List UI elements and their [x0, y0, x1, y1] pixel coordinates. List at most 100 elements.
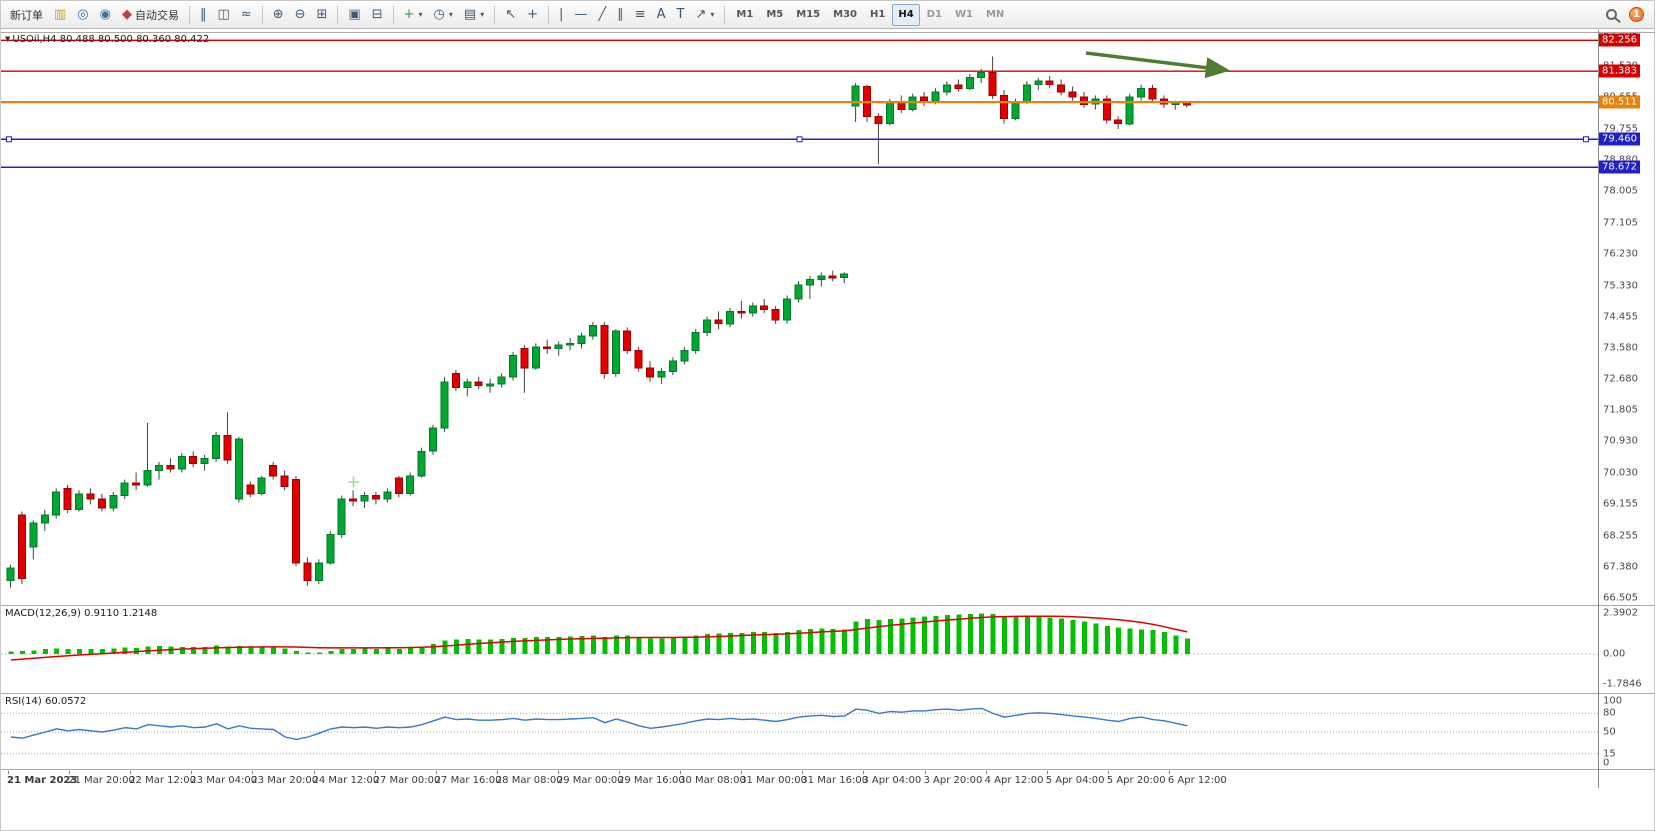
zoom-out-button[interactable]: ⊖ — [290, 4, 311, 26]
pane-divider[interactable] — [1, 769, 1655, 770]
time-tick-mark — [863, 771, 865, 774]
line-handle[interactable] — [6, 136, 12, 143]
zoom-in-button[interactable]: ⊕ — [268, 4, 289, 26]
price-line-label: 81.383 — [1599, 64, 1640, 78]
tf-d1-button[interactable]: D1 — [921, 4, 948, 26]
horizontal-line-icon: — — [574, 7, 588, 22]
macd-pane: MACD(12,26,9) 0.9110 1.2148 2.3902 0.00 -1… — [1, 607, 1655, 693]
price-pane: ▼USOil,H4 80.488 80.500 80.360 80.422 82… — [1, 32, 1655, 605]
price-chart-canvas[interactable] — [1, 33, 1598, 605]
new-order-button[interactable]: 新订单 — [5, 4, 48, 26]
pane-divider[interactable] — [1, 693, 1655, 694]
trend-arrow[interactable] — [1085, 51, 1231, 79]
line-chart-type-icon: ≈ — [240, 7, 252, 22]
period-button[interactable]: ◷ ▾ — [429, 4, 458, 26]
chart-window-icon[interactable]: ▥ — [49, 4, 71, 26]
channel-button[interactable]: ∥ — [612, 4, 629, 26]
time-label: 22 Mar 12:00 — [129, 775, 196, 786]
price-tick: 74.455 — [1603, 311, 1638, 322]
price-tick: 78.880 — [1603, 154, 1638, 165]
fibonacci-button[interactable]: ≡ — [630, 4, 651, 26]
bar-chart-type-button[interactable]: ‖ — [195, 4, 212, 26]
market-watch-icon[interactable]: ◉ — [95, 4, 116, 26]
tf-m30-button[interactable]: M30 — [827, 4, 863, 26]
label-button[interactable]: T — [672, 4, 690, 26]
chart-title: ▼ USOil,H4 80.488 80.500 80.360 80.422 — [5, 34, 209, 45]
time-tick-mark — [496, 771, 498, 774]
new-chart-button[interactable]: + ▾ — [399, 4, 428, 26]
rsi-canvas[interactable] — [1, 695, 1598, 769]
new-order-button-label: 新订单 — [10, 8, 43, 22]
tf-h4-button-label: H4 — [898, 9, 914, 20]
arrows-icon: ↗ — [695, 7, 707, 22]
dropdown-caret-icon[interactable]: ▾ — [448, 10, 453, 19]
symbol-dropdown-icon[interactable]: ▼ — [5, 35, 11, 43]
vertical-line-icon: | — [559, 7, 564, 22]
tf-m5-button[interactable]: M5 — [760, 4, 789, 26]
tf-m30-button-label: M30 — [833, 9, 858, 20]
macd-canvas[interactable] — [1, 607, 1598, 693]
pane-divider[interactable] — [1, 605, 1655, 606]
time-tick-mark — [1168, 771, 1170, 774]
notification-badge[interactable]: 1 — [1629, 7, 1644, 22]
tf-h1-button-label: H1 — [870, 9, 886, 20]
tf-w1-button-label: W1 — [954, 9, 973, 20]
time-label: 3 Apr 20:00 — [923, 775, 983, 786]
dropdown-caret-icon[interactable]: ▾ — [418, 10, 423, 19]
macd-tick: -1.7846 — [1603, 678, 1642, 690]
toolbar-separator — [494, 5, 496, 24]
macd-signal-line — [10, 615, 1188, 661]
tf-w1-button[interactable]: W1 — [949, 4, 979, 26]
candlestick-type-button[interactable]: ◫ — [212, 4, 234, 26]
time-axis[interactable]: 21 Mar 2023 21 Mar 20:00 22 Mar 12:00 23 Ma… — [1, 771, 1655, 789]
chart-workspace: ▼USOil,H4 80.488 80.500 80.360 80.422 82… — [1, 30, 1655, 830]
time-tick-mark — [130, 771, 132, 774]
rsi-tick: 15 — [1603, 748, 1616, 760]
price-tick: 75.330 — [1603, 280, 1638, 291]
tf-m15-button-label: M15 — [796, 9, 821, 20]
indicators-button[interactable]: ▤ ▾ — [459, 4, 489, 26]
line-chart-type-button[interactable]: ≈ — [236, 4, 257, 26]
toolbar-items: 新订单 ▥ ◎ ◉ ◆ 自动交易 ‖ ◫ ≈ ⊕ ⊖ ⊞ ▣ ⊟ + ▾ ◷ ▾ ▤ ▾ ↖ + | — ╱ ∥ ≡ A T ↗ ▾ M1 M5… — [5, 3, 1010, 26]
auto-trading-button[interactable]: ◆ 自动交易 — [117, 4, 184, 26]
price-tick: 66.505 — [1603, 592, 1638, 604]
price-line-label: 82.256 — [1599, 33, 1640, 47]
tf-m15-button[interactable]: M15 — [790, 4, 826, 26]
crosshair-button[interactable]: + — [522, 4, 543, 26]
time-label: 5 Apr 04:00 — [1045, 775, 1105, 786]
macd-label: MACD(12,26,9) 0.9110 1.2148 — [5, 608, 158, 619]
cursor-button[interactable]: ↖ — [500, 4, 521, 26]
text-button[interactable]: A — [652, 4, 671, 26]
arrows-button[interactable]: ↗ ▾ — [691, 4, 720, 26]
price-tick: 73.580 — [1603, 342, 1638, 353]
horizontal-line-button[interactable]: — — [569, 4, 592, 26]
dropdown-caret-icon[interactable]: ▾ — [710, 10, 715, 19]
time-tick-mark — [802, 771, 804, 774]
tf-m5-button-label: M5 — [766, 9, 784, 20]
vertical-line-button[interactable]: | — [554, 4, 568, 26]
arrange-windows-button[interactable]: ⊟ — [367, 4, 388, 26]
line-handle[interactable] — [796, 136, 803, 143]
cascade-windows-button[interactable]: ▣ — [343, 4, 365, 26]
zoom-out-icon: ⊖ — [294, 7, 306, 22]
tile-windows-button[interactable]: ⊞ — [312, 4, 333, 26]
line-handle[interactable] — [1583, 136, 1589, 143]
time-tick-mark — [557, 771, 559, 774]
profiles-icon[interactable]: ◎ — [72, 4, 93, 26]
plus-marker — [348, 476, 359, 488]
tf-h1-button[interactable]: H1 — [864, 4, 891, 26]
tf-h4-button[interactable]: H4 — [892, 3, 920, 26]
chart-title-text: USOil,H4 80.488 80.500 80.360 80.422 — [12, 34, 210, 45]
search-icon[interactable] — [1606, 9, 1617, 20]
price-tick: 78.005 — [1603, 185, 1638, 197]
time-tick-mark — [985, 771, 987, 774]
time-tick-mark — [1107, 771, 1109, 774]
tf-m1-button[interactable]: M1 — [730, 4, 759, 26]
profiles-icon-icon: ◎ — [77, 7, 89, 22]
tf-d1-button-label: D1 — [926, 9, 942, 20]
toolbar-separator — [724, 5, 726, 24]
tf-m1-button-label: M1 — [736, 9, 754, 20]
tf-mn-button[interactable]: MN — [980, 4, 1010, 26]
trendline-button[interactable]: ╱ — [593, 4, 611, 26]
dropdown-caret-icon[interactable]: ▾ — [480, 10, 485, 19]
